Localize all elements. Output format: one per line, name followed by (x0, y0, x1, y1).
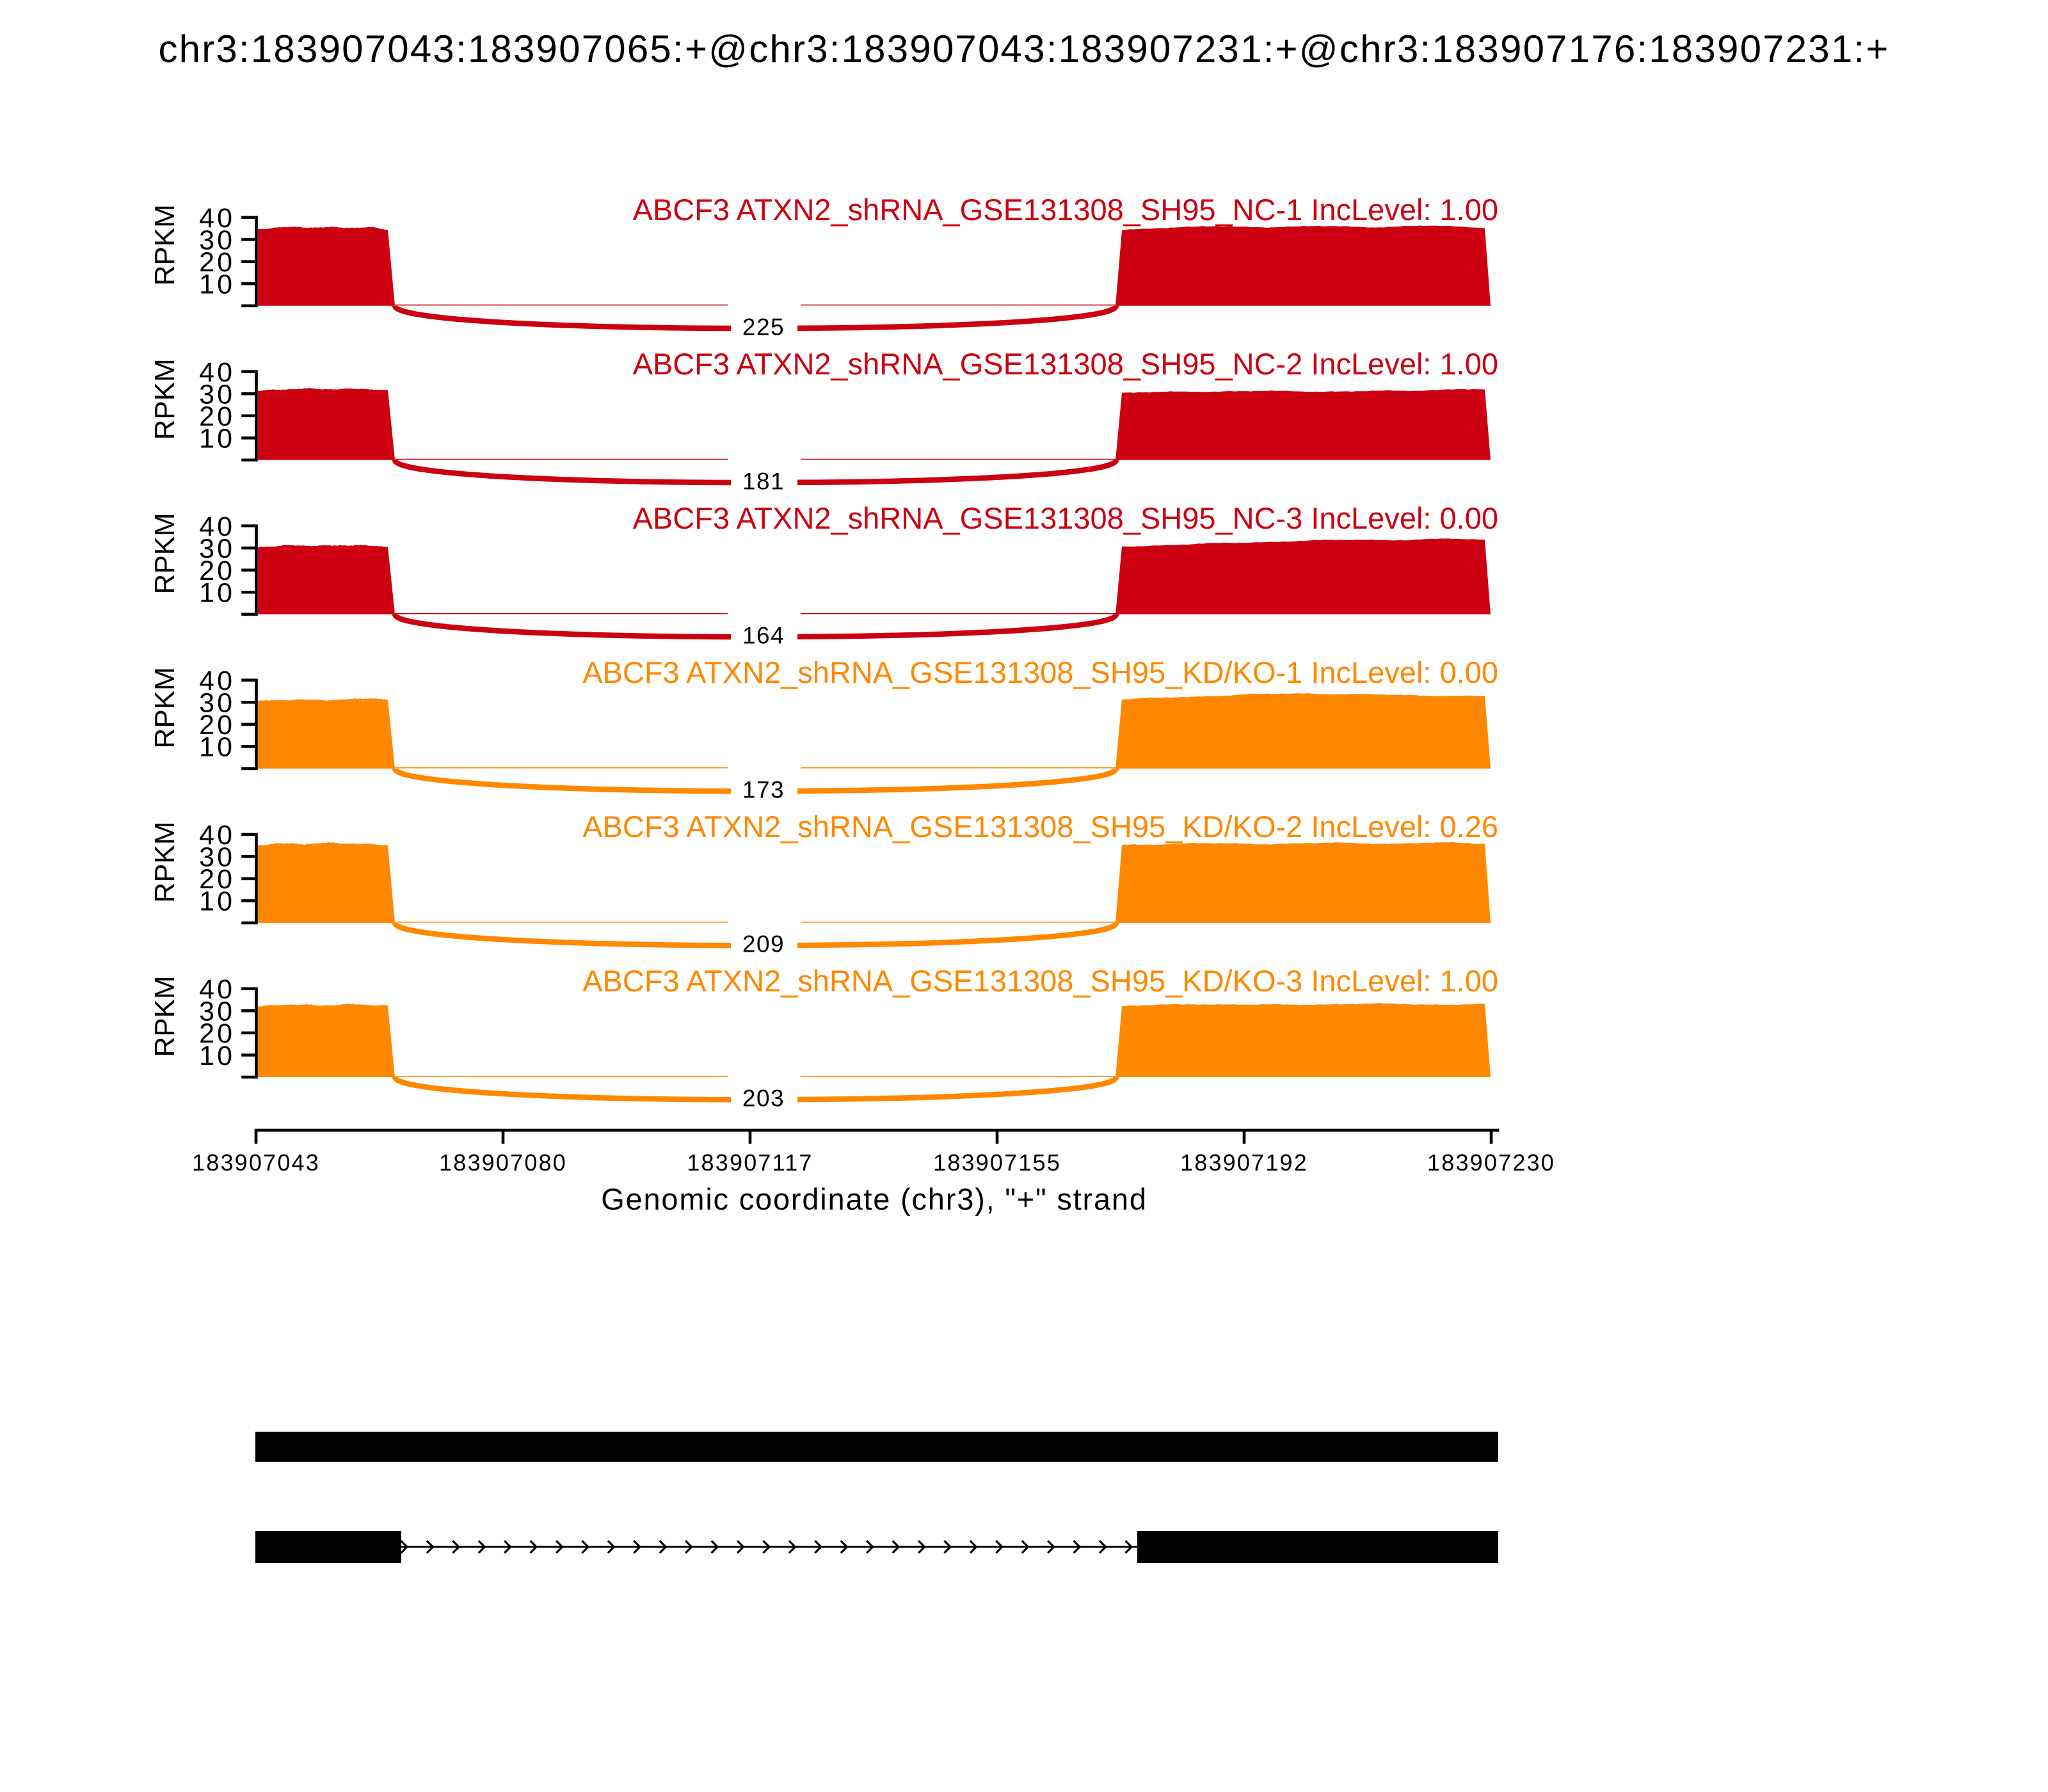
svg-text:20: 20 (199, 1018, 235, 1049)
svg-text:225: 225 (742, 314, 785, 340)
svg-text:ABCF3 ATXN2_shRNA_GSE131308_SH: ABCF3 ATXN2_shRNA_GSE131308_SH95_KD/KO-2… (582, 810, 1498, 844)
svg-text:ABCF3 ATXN2_shRNA_GSE131308_SH: ABCF3 ATXN2_shRNA_GSE131308_SH95_NC-2 In… (633, 347, 1498, 381)
svg-text:10: 10 (199, 732, 235, 763)
svg-text:30: 30 (199, 842, 235, 873)
svg-text:10: 10 (199, 886, 235, 917)
svg-text:20: 20 (199, 247, 235, 278)
svg-text:RPKM: RPKM (149, 975, 180, 1057)
svg-text:ABCF3 ATXN2_shRNA_GSE131308_SH: ABCF3 ATXN2_shRNA_GSE131308_SH95_NC-1 In… (633, 193, 1498, 227)
svg-text:40: 40 (199, 974, 235, 1005)
svg-text:RPKM: RPKM (149, 358, 180, 440)
svg-text:20: 20 (199, 556, 235, 586)
svg-text:30: 30 (199, 225, 235, 256)
svg-text:209: 209 (742, 931, 785, 957)
svg-text:30: 30 (199, 996, 235, 1027)
svg-text:183907117: 183907117 (687, 1149, 813, 1176)
svg-text:40: 40 (199, 203, 235, 234)
svg-text:20: 20 (199, 864, 235, 895)
svg-text:10: 10 (199, 578, 235, 609)
svg-text:RPKM: RPKM (149, 821, 180, 902)
svg-text:Genomic coordinate (chr3), "+": Genomic coordinate (chr3), "+" strand (601, 1182, 1148, 1216)
svg-text:183907192: 183907192 (1180, 1149, 1308, 1176)
svg-text:40: 40 (199, 357, 235, 388)
svg-text:203: 203 (742, 1085, 785, 1112)
svg-text:30: 30 (199, 688, 235, 719)
svg-text:chr3:183907043:183907065:+@chr: chr3:183907043:183907065:+@chr3:18390704… (158, 28, 1889, 70)
svg-text:183907080: 183907080 (439, 1149, 567, 1176)
svg-text:ABCF3 ATXN2_shRNA_GSE131308_SH: ABCF3 ATXN2_shRNA_GSE131308_SH95_NC-3 In… (633, 501, 1498, 535)
svg-text:30: 30 (199, 380, 235, 410)
svg-text:20: 20 (199, 401, 235, 432)
svg-text:183907230: 183907230 (1427, 1149, 1555, 1176)
svg-text:RPKM: RPKM (149, 204, 180, 285)
svg-text:ABCF3 ATXN2_shRNA_GSE131308_SH: ABCF3 ATXN2_shRNA_GSE131308_SH95_KD/KO-1… (582, 655, 1498, 689)
svg-text:30: 30 (199, 534, 235, 564)
svg-text:RPKM: RPKM (149, 667, 180, 748)
svg-text:183907043: 183907043 (192, 1149, 320, 1176)
svg-text:173: 173 (742, 776, 785, 803)
svg-text:181: 181 (742, 468, 785, 494)
svg-text:10: 10 (199, 269, 235, 300)
svg-text:10: 10 (199, 1041, 235, 1071)
svg-text:40: 40 (199, 820, 235, 851)
svg-text:164: 164 (742, 622, 785, 648)
svg-text:20: 20 (199, 710, 235, 740)
svg-text:10: 10 (199, 424, 235, 454)
svg-text:183907155: 183907155 (933, 1149, 1061, 1176)
svg-text:ABCF3 ATXN2_shRNA_GSE131308_SH: ABCF3 ATXN2_shRNA_GSE131308_SH95_KD/KO-3… (582, 964, 1498, 998)
svg-text:40: 40 (199, 511, 235, 542)
svg-text:RPKM: RPKM (149, 513, 180, 594)
svg-text:40: 40 (199, 666, 235, 696)
